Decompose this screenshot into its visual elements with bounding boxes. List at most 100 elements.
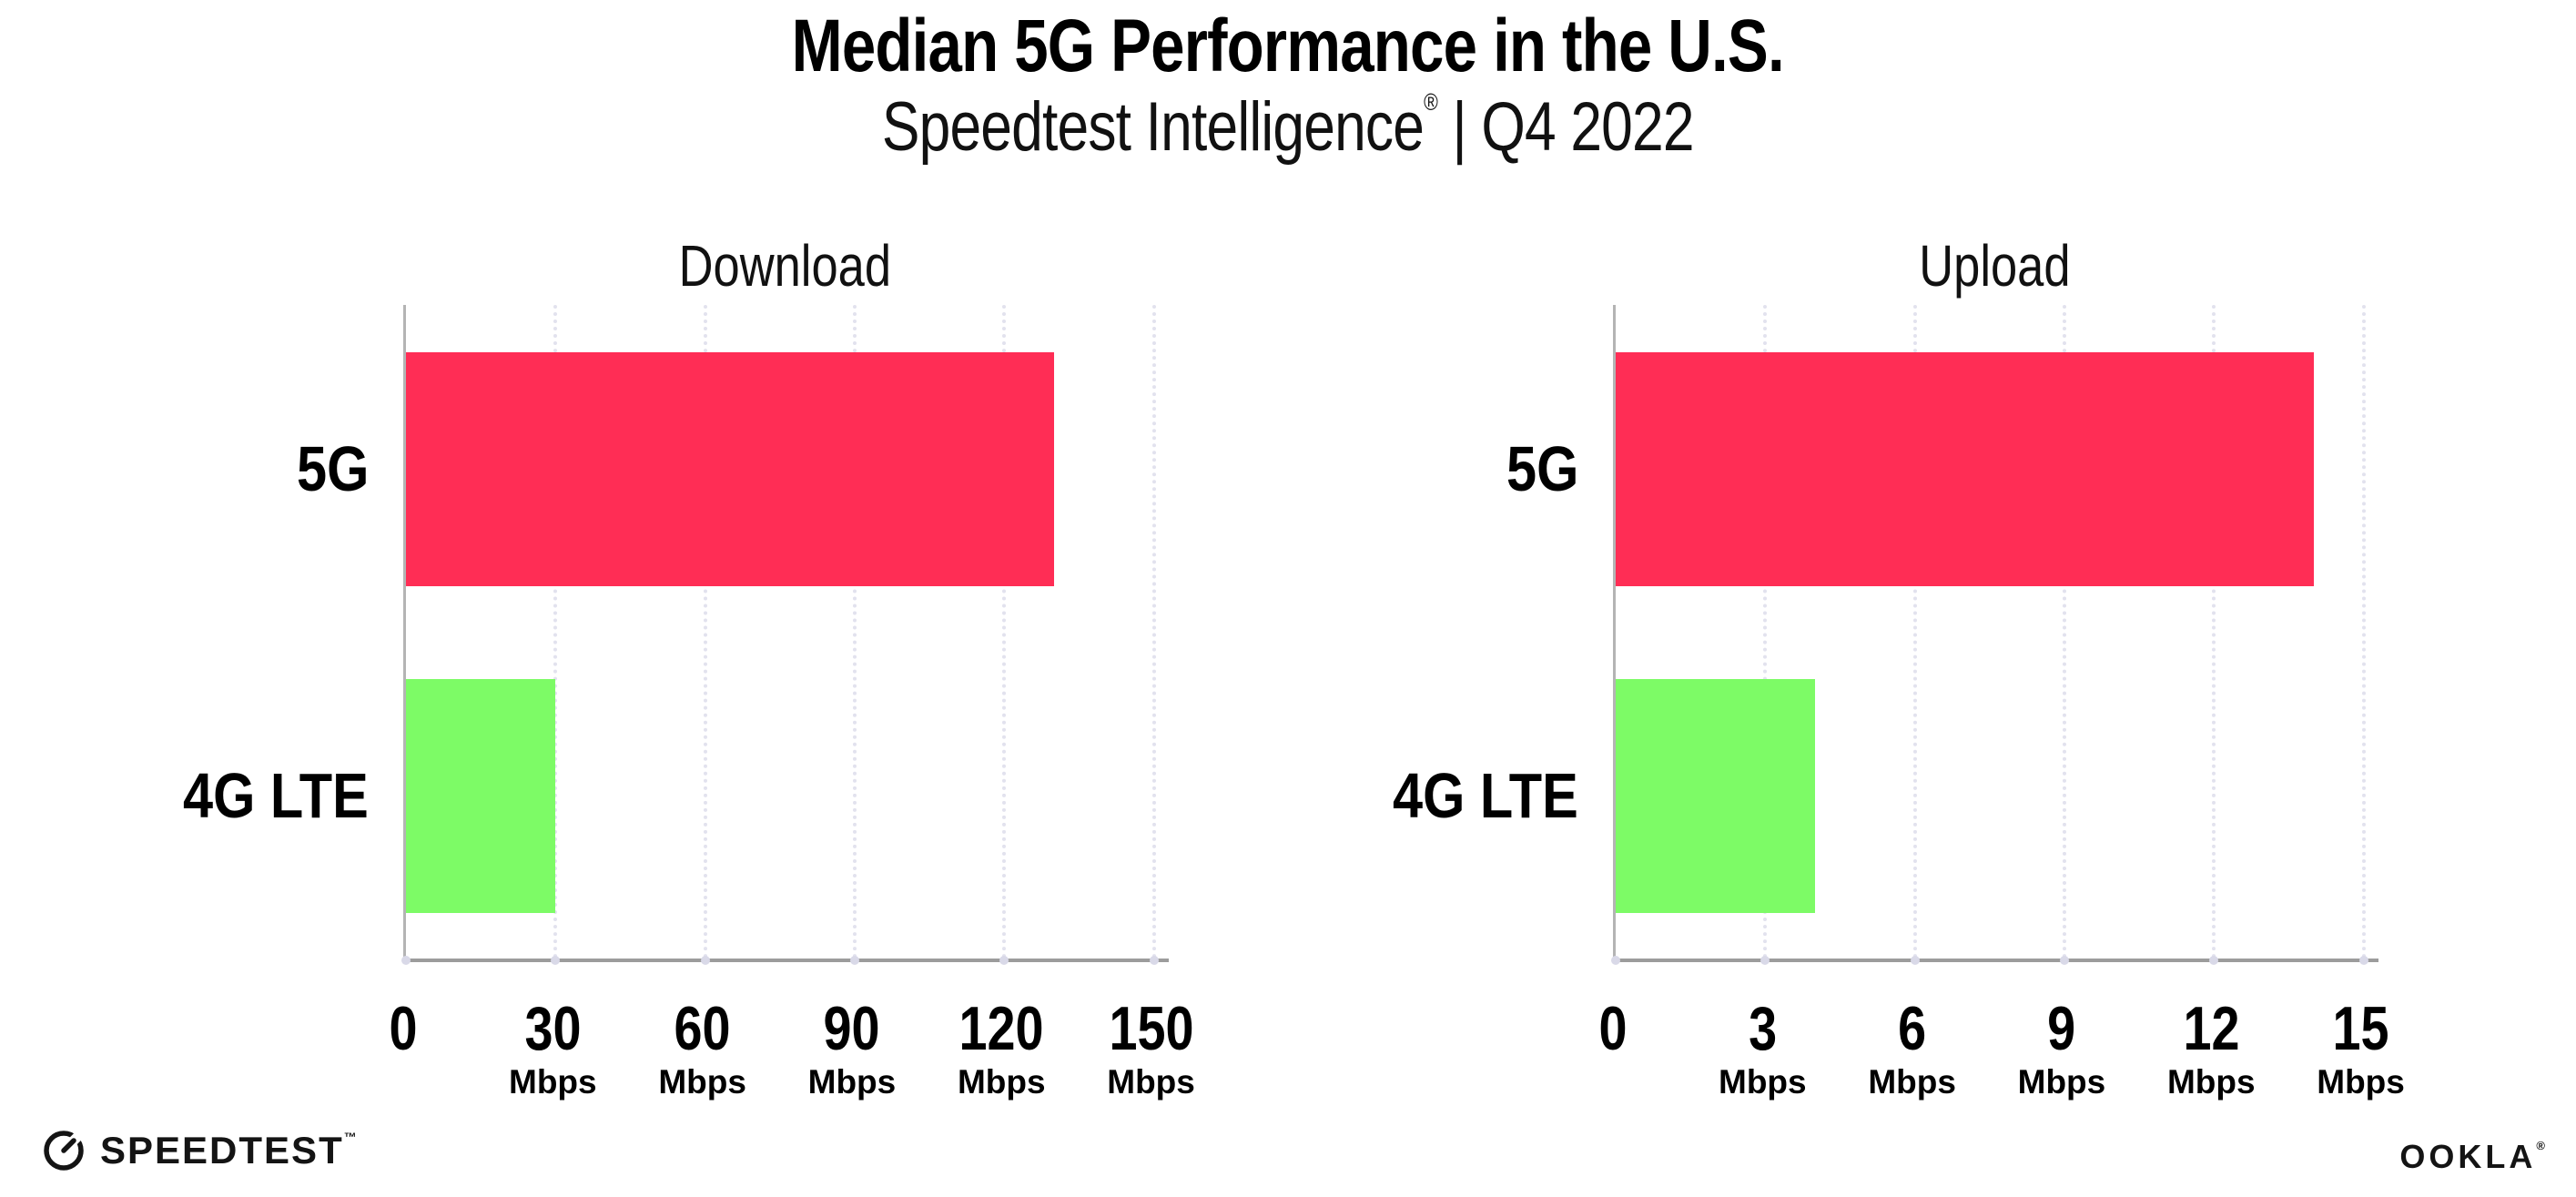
gridline-60 [703, 305, 707, 959]
axis-tick-dot-0 [401, 956, 411, 965]
upload-category-axis: 5G 4G LTE [1249, 305, 1613, 959]
x-tick-value: 12 [2183, 994, 2240, 1063]
x-tick-value: 120 [958, 994, 1044, 1063]
download-x-axis: 0 30 Mbps 60 Mbps 90 Mbps 120 Mbps 150 Mbps [389, 994, 1194, 1142]
x-tick-label: 3 [1719, 994, 1807, 1063]
x-tick-label: 6 [1868, 994, 1956, 1063]
axis-tick-dot-0 [1611, 956, 1620, 965]
x-tick-label: 60 [658, 994, 746, 1063]
x-tick-value: 0 [389, 994, 418, 1063]
axis-tick-dot-12 [2209, 956, 2219, 965]
x-tick-label: 9 [2018, 994, 2106, 1063]
axis-tick-dot-60 [700, 956, 710, 965]
speedtest-trademark: ™ [343, 1130, 359, 1144]
x-tick-15: 15 Mbps [2317, 994, 2405, 1101]
gridline-3 [1763, 305, 1768, 959]
x-tick-value: 90 [823, 994, 880, 1063]
x-tick-label: 150 [1100, 994, 1202, 1063]
category-label-5g: 5G [1506, 432, 1578, 504]
axis-tick-dot-9 [2059, 956, 2069, 965]
ookla-wordmark-text: OOKLA [2399, 1138, 2537, 1175]
x-tick-value: 6 [1898, 994, 1927, 1063]
gridline-9 [2062, 305, 2066, 959]
gridline-6 [1912, 305, 1917, 959]
axis-tick-dot-3 [1760, 956, 1770, 965]
gridline-120 [1002, 305, 1007, 959]
x-tick-label: 0 [1596, 994, 1630, 1063]
x-tick-60: 60 Mbps [658, 994, 746, 1101]
x-tick-value: 9 [2047, 994, 2076, 1063]
x-tick-unit: Mbps [2017, 1063, 2106, 1101]
bar-4g-lte [1616, 678, 1816, 914]
x-tick-9: 9 Mbps [2017, 994, 2106, 1101]
x-tick-label: 90 [808, 994, 897, 1063]
bar-4g-lte [406, 678, 556, 914]
subtitle-brand: Speedtest Intelligence [882, 88, 1425, 166]
bar-5g [406, 351, 1055, 587]
speedtest-wordmark: SPEEDTEST™ [100, 1129, 359, 1172]
registered-mark: ® [1424, 88, 1438, 116]
x-tick-value: 0 [1598, 994, 1628, 1063]
axis-tick-dot-150 [1149, 956, 1159, 965]
page-subtitle-text: Speedtest Intelligence® | Q4 2022 [882, 87, 1695, 167]
x-tick-unit: Mbps [2166, 1063, 2256, 1101]
upload-chart-panel: Upload 5G 4G LTE 0 3 Mbps 6 Mbps 9 Mbps 12 Mbps 15… [1393, 232, 2405, 1099]
speedtest-gauge-icon [44, 1131, 84, 1171]
x-tick-unit: Mbps [957, 1063, 1046, 1101]
axis-tick-dot-120 [999, 956, 1009, 965]
x-tick-30: 30 Mbps [509, 994, 597, 1101]
ookla-logo: OOKLA® [2399, 1138, 2545, 1176]
axis-tick-dot-15 [2358, 956, 2368, 965]
category-label-4g-lte: 4G LTE [1393, 759, 1578, 831]
download-chart-title-text: Download [678, 233, 891, 299]
x-tick-12: 12 Mbps [2166, 994, 2256, 1101]
x-tick-value: 15 [2332, 994, 2389, 1063]
subtitle-period: | Q4 2022 [1437, 88, 1695, 166]
x-tick-value: 30 [524, 994, 582, 1063]
ookla-registered-mark: ® [2536, 1139, 2545, 1152]
x-tick-3: 3 Mbps [1719, 994, 1807, 1101]
page-title: Median 5G Performance in the U.S. [0, 4, 2576, 89]
x-tick-0: 0 [1596, 994, 1630, 1063]
x-tick-value: 150 [1109, 994, 1194, 1063]
x-tick-unit: Mbps [1719, 1063, 1807, 1101]
x-tick-unit: Mbps [1868, 1063, 1956, 1101]
gridline-150 [1151, 305, 1156, 959]
upload-x-axis: 0 3 Mbps 6 Mbps 9 Mbps 12 Mbps 15 Mbps [1598, 994, 2404, 1142]
gridline-12 [2212, 305, 2216, 959]
page-title-text: Median 5G Performance in the U.S. [791, 5, 1785, 87]
x-tick-unit: Mbps [2317, 1063, 2405, 1101]
x-tick-label: 30 [509, 994, 597, 1063]
axis-tick-dot-6 [1910, 956, 1920, 965]
upload-plot-area [1611, 305, 2378, 965]
x-tick-unit: Mbps [1107, 1063, 1195, 1101]
upload-chart-title: Upload [1613, 232, 2376, 299]
category-label-5g: 5G [296, 432, 369, 504]
x-tick-label: 0 [386, 994, 421, 1063]
x-tick-label: 12 [2167, 994, 2256, 1063]
download-chart-panel: Download 5G 4G LTE 0 30 Mbps 60 Mbps 90 Mbps 120… [183, 232, 1195, 1099]
download-category-axis: 5G 4G LTE [39, 305, 403, 959]
download-plot-area [401, 305, 1169, 965]
gridline-90 [852, 305, 857, 959]
x-tick-unit: Mbps [658, 1063, 746, 1101]
gridline-30 [553, 305, 558, 959]
upload-chart-title-text: Upload [1918, 233, 2071, 299]
x-tick-label: 120 [950, 994, 1053, 1063]
gridline-15 [2361, 305, 2366, 959]
x-tick-0: 0 [386, 994, 421, 1063]
x-tick-unit: Mbps [509, 1063, 597, 1101]
bar-5g [1616, 351, 2314, 587]
category-label-4g-lte: 4G LTE [183, 759, 369, 831]
axis-tick-dot-90 [849, 956, 859, 965]
x-tick-150: 150 Mbps [1100, 994, 1202, 1101]
x-tick-90: 90 Mbps [808, 994, 897, 1099]
x-tick-label: 15 [2317, 994, 2405, 1063]
download-chart-title: Download [403, 232, 1166, 299]
x-tick-value: 3 [1748, 994, 1777, 1063]
axis-tick-dot-30 [551, 956, 561, 965]
speedtest-logo: SPEEDTEST™ [42, 1129, 359, 1172]
x-tick-120: 120 Mbps [950, 994, 1053, 1101]
x-tick-value: 60 [674, 994, 731, 1063]
